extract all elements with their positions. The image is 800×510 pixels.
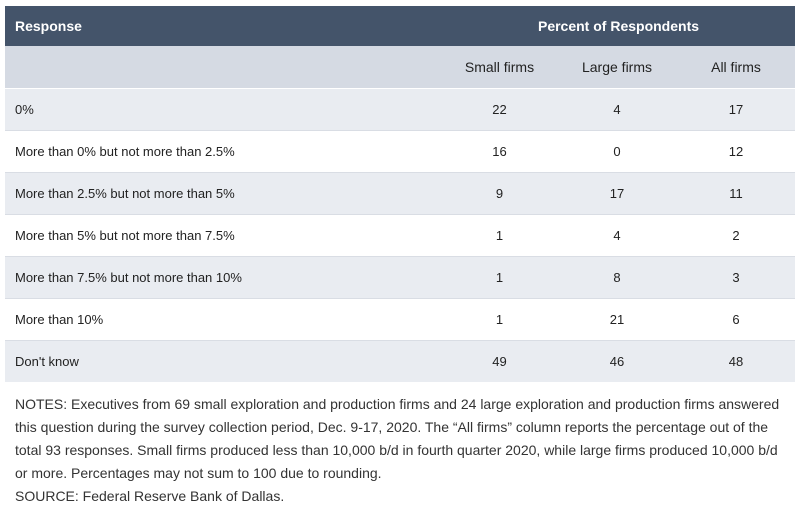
survey-table: Response Percent of Respondents Small fi…	[5, 6, 796, 382]
cell-all: 17	[677, 88, 796, 131]
source-text: SOURCE: Federal Reserve Bank of Dallas.	[15, 488, 285, 504]
cell-large: 8	[557, 256, 677, 299]
cell-small: 16	[442, 130, 557, 173]
column-header-small: Small firms	[442, 46, 557, 89]
cell-large: 46	[557, 340, 677, 382]
cell-all: 2	[677, 214, 796, 257]
subheader-blank	[5, 46, 442, 89]
table-row: More than 10% 1 21 6	[5, 298, 796, 341]
cell-small: 1	[442, 214, 557, 257]
cell-small: 49	[442, 340, 557, 382]
cell-large: 0	[557, 130, 677, 173]
row-label: More than 0% but not more than 2.5%	[5, 130, 442, 173]
table-row: 0% 22 4 17	[5, 88, 796, 131]
table-notes: NOTES: Executives from 69 small explorat…	[15, 393, 790, 508]
cell-small: 1	[442, 298, 557, 341]
cell-small: 1	[442, 256, 557, 299]
cell-large: 4	[557, 88, 677, 131]
response-header: Response	[5, 6, 442, 46]
table-row: Don't know 49 46 48	[5, 340, 796, 382]
header-row: Response Percent of Respondents	[5, 6, 796, 46]
row-label: More than 7.5% but not more than 10%	[5, 256, 442, 299]
row-label: More than 2.5% but not more than 5%	[5, 172, 442, 215]
table-row: More than 2.5% but not more than 5% 9 17…	[5, 172, 796, 215]
notes-text: NOTES: Executives from 69 small explorat…	[15, 396, 780, 481]
cell-all: 48	[677, 340, 796, 382]
column-header-large: Large firms	[557, 46, 677, 89]
cell-all: 3	[677, 256, 796, 299]
cell-large: 4	[557, 214, 677, 257]
cell-small: 22	[442, 88, 557, 131]
table-row: More than 5% but not more than 7.5% 1 4 …	[5, 214, 796, 257]
cell-small: 9	[442, 172, 557, 215]
row-label: Don't know	[5, 340, 442, 382]
cell-all: 11	[677, 172, 796, 215]
percent-header: Percent of Respondents	[442, 6, 796, 46]
column-header-all: All firms	[677, 46, 796, 89]
table-row: More than 7.5% but not more than 10% 1 8…	[5, 256, 796, 299]
table-row: More than 0% but not more than 2.5% 16 0…	[5, 130, 796, 173]
row-label: More than 10%	[5, 298, 442, 341]
cell-large: 21	[557, 298, 677, 341]
cell-all: 12	[677, 130, 796, 173]
cell-large: 17	[557, 172, 677, 215]
row-label: 0%	[5, 88, 442, 131]
row-label: More than 5% but not more than 7.5%	[5, 214, 442, 257]
subheader-row: Small firms Large firms All firms	[5, 46, 796, 89]
cell-all: 6	[677, 298, 796, 341]
